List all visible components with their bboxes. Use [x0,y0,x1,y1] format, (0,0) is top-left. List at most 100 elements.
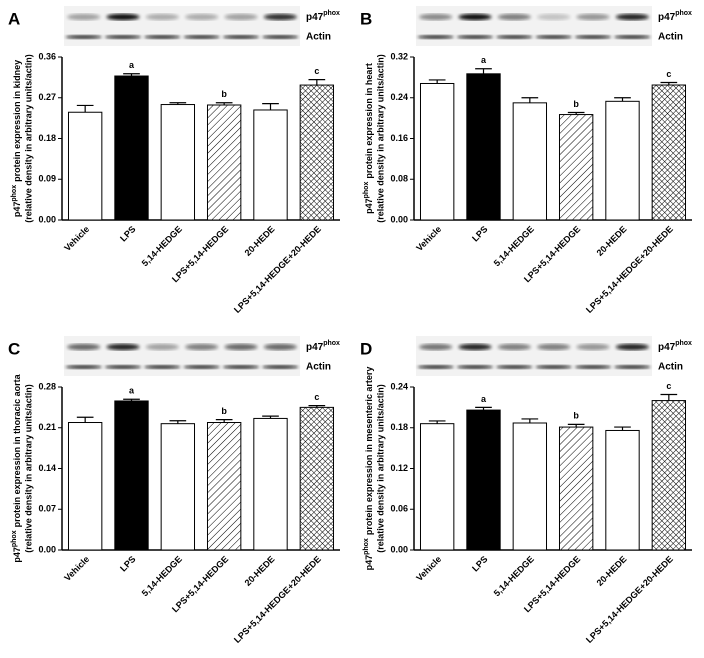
x-tick-label: 20-HEDE [243,554,277,588]
x-tick-label: Vehicle [62,224,91,253]
actin-label: Actin [306,32,331,43]
y-label-base: p47 [12,547,22,563]
y-tick-label: 0.08 [390,174,408,184]
bar [114,75,149,221]
blot-band [224,343,258,351]
y-label-sup: phox [363,538,370,555]
x-tick-label: LPS [118,554,137,573]
significance-label: c [666,381,671,391]
actin-label: Actin [658,362,683,373]
bar [512,422,548,551]
y-label-sup: phox [11,185,18,202]
bar [558,426,594,551]
bar [299,406,335,551]
y-label-rest: protein expression in thoracic aorta [12,373,22,527]
x-tick-label: 5,14-HEDGE [140,554,184,598]
band-label-base: p47 [658,342,676,353]
x-tick-label: LPS+5,14-HEDGE+20-HEDE [584,554,675,645]
x-tick-label: LPS [470,554,489,573]
y-tick-label: 0.18 [390,422,408,432]
actin-band [456,35,494,39]
blot-band [145,343,179,351]
blot-band [106,343,140,351]
x-tick-label: 20-HEDE [595,224,629,258]
significance-label: c [314,392,319,402]
bar [160,104,196,221]
y-tick-label: 0.32 [390,51,408,61]
bar [160,423,196,551]
significance-label: b [221,89,227,99]
significance-label: a [481,55,487,65]
bar [67,422,103,551]
y-tick-label: 0.36 [38,51,56,61]
actin-band [104,365,142,369]
bar [419,82,455,221]
significance-label: a [129,386,135,396]
actin-band [144,35,181,39]
bar [253,109,288,221]
x-tick-label: Vehicle [414,224,443,253]
y-tick-label: 0.14 [38,463,56,473]
bar [299,84,335,221]
y-label-sup: phox [11,530,18,547]
x-tick-label: 5,14-HEDGE [492,554,536,598]
blot-band [185,13,219,21]
actin-band [535,365,572,369]
blot-background [64,6,300,46]
band-label-base: p47 [306,342,324,353]
y-tick-label: 0.24 [390,381,408,391]
actin-band [417,35,454,39]
bar [651,400,687,551]
blot-band [263,343,297,351]
significance-label: b [573,99,579,109]
blot-background [416,6,652,46]
blot-band [106,13,140,21]
blot-background [416,336,652,376]
band-label: p47phox [306,340,340,353]
panel-label: C [8,339,20,358]
x-tick-label: 20-HEDE [595,554,629,588]
bar [419,423,455,551]
y-axis-label: p47phox protein expression in mesenteric … [363,367,375,571]
blot-band [263,13,297,21]
panel-label: B [360,9,372,28]
y-tick-label: 0.28 [38,381,56,391]
x-tick-label: LPS [118,224,137,243]
x-tick-label: 20-HEDE [243,224,277,258]
blot-band [537,13,571,21]
bar [253,417,288,551]
blot-band [615,13,649,21]
actin-label: Actin [306,362,331,373]
actin-band [183,365,220,369]
y-axis-label: p47phox protein expression in heart [363,63,375,214]
blot-band [458,13,492,21]
actin-band [535,35,572,39]
bar [466,409,501,551]
y-label-rest: protein expression in kidney [12,60,22,182]
band-label-base: p47 [306,12,324,23]
band-label: p47phox [658,340,692,353]
blot-band [497,343,531,351]
actin-band [65,35,102,39]
actin-band [496,365,533,369]
y-label-base: p47 [12,202,22,218]
y-tick-label: 0.06 [390,504,408,514]
actin-band [104,35,142,39]
y-axis-label-2: (relative density in arbitrary units/act… [23,54,33,223]
significance-label: a [129,60,135,70]
x-tick-label: LPS+5,14-HEDGE+20-HEDE [232,554,323,645]
significance-label: b [573,411,579,421]
y-tick-label: 0.07 [38,504,56,514]
blot-band [185,343,219,351]
y-axis-label-2: (relative density in arbitrary units/act… [375,54,385,223]
band-label: p47phox [306,10,340,23]
x-tick-label: LPS+5,14-HEDGE+20-HEDE [232,224,323,315]
blot-band [576,13,610,21]
y-label-base: p47 [364,198,374,214]
y-tick-label: 0.24 [390,92,408,102]
x-tick-label: Vehicle [62,554,91,583]
actin-band [456,365,494,369]
x-tick-label: 5,14-HEDGE [492,224,536,268]
